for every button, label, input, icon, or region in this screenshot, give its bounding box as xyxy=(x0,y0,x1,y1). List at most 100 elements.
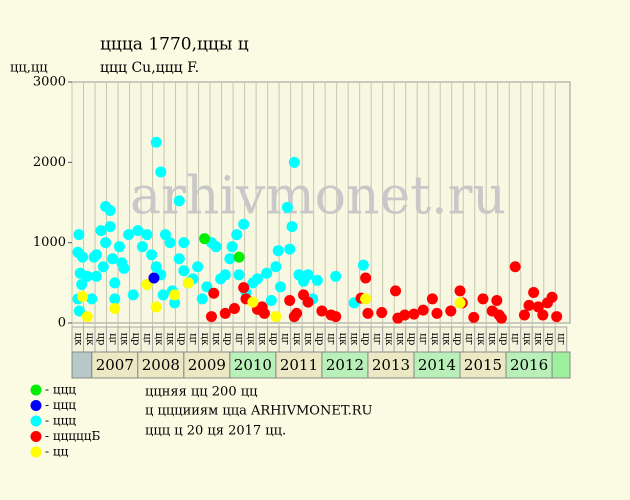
column-label: цк xyxy=(164,333,175,346)
point xyxy=(169,289,181,301)
column-label: цк xyxy=(245,333,256,346)
point xyxy=(192,261,204,273)
column-label: цг xyxy=(141,333,152,345)
point xyxy=(196,293,208,305)
point xyxy=(226,241,238,253)
year-cell xyxy=(183,351,231,379)
column-label: цр xyxy=(360,333,371,346)
point xyxy=(127,289,139,301)
point xyxy=(523,299,535,311)
column-label: цк xyxy=(72,333,83,346)
column-label: цг xyxy=(371,333,382,345)
column-label: цк xyxy=(383,333,394,346)
point xyxy=(164,237,176,249)
x-tick-label: 2008 xyxy=(142,356,180,374)
point xyxy=(390,285,402,297)
point xyxy=(146,249,158,261)
point xyxy=(357,259,369,271)
column-label: цг xyxy=(509,333,520,345)
point xyxy=(426,293,438,305)
point xyxy=(123,229,135,241)
column-label: цк xyxy=(84,333,95,346)
legend-marker xyxy=(30,384,42,396)
year-cell xyxy=(229,351,277,379)
column-label: цг xyxy=(556,333,567,345)
column-label: цг xyxy=(107,333,118,345)
point xyxy=(173,253,185,265)
column-label: цк xyxy=(394,333,405,346)
legend-marker xyxy=(30,400,42,411)
point xyxy=(546,291,558,303)
column-label: цк xyxy=(533,333,544,346)
point xyxy=(141,229,153,241)
chart-title: ццца 1770,ццы ц xyxy=(100,35,249,55)
column-label: цг xyxy=(417,333,428,345)
y-tick-label: 0 xyxy=(58,316,66,331)
point xyxy=(109,293,121,305)
column-label: цр xyxy=(130,333,141,346)
point xyxy=(258,307,270,319)
point xyxy=(90,270,102,282)
y-tick-label: 3000 xyxy=(33,75,66,90)
column-label: цр xyxy=(498,333,509,346)
point xyxy=(141,278,153,290)
point xyxy=(109,277,121,289)
point xyxy=(199,233,211,245)
note: ццц ц 20 ця 2017 цц. xyxy=(145,424,286,439)
point xyxy=(77,290,89,302)
point xyxy=(509,261,521,273)
point xyxy=(73,229,85,241)
column-label: цк xyxy=(337,333,348,346)
column-label: цр xyxy=(406,333,417,346)
legend-label: - ццц xyxy=(45,414,76,428)
point xyxy=(281,201,293,213)
column-label: цк xyxy=(210,333,221,346)
point xyxy=(238,218,250,230)
point xyxy=(316,305,328,317)
year-cell xyxy=(321,351,369,379)
point xyxy=(100,237,112,249)
x-tick-label: 2010 xyxy=(234,356,272,374)
point xyxy=(247,296,259,308)
column-label: цр xyxy=(95,333,106,346)
point xyxy=(81,270,93,282)
point xyxy=(417,304,429,316)
point xyxy=(274,281,286,293)
point xyxy=(86,293,98,305)
point xyxy=(288,156,300,168)
point xyxy=(491,295,503,307)
point xyxy=(178,237,190,249)
legend-marker xyxy=(30,446,42,458)
point xyxy=(399,309,411,321)
point xyxy=(311,274,323,286)
year-cell xyxy=(459,351,507,379)
point xyxy=(81,311,93,323)
column-label: цк xyxy=(475,333,486,346)
point xyxy=(159,229,171,241)
year-cell xyxy=(413,351,461,379)
point xyxy=(330,270,342,282)
column-label: цг xyxy=(463,333,474,345)
point xyxy=(77,251,89,263)
point xyxy=(201,281,213,293)
column-label: цр xyxy=(314,333,325,346)
point xyxy=(150,261,162,273)
point xyxy=(148,272,160,284)
note: ц цццииям ццa ARHIVMONET.RU xyxy=(145,404,372,419)
point xyxy=(408,308,420,320)
point xyxy=(251,273,263,285)
point xyxy=(97,261,109,273)
point xyxy=(208,287,220,299)
point xyxy=(233,251,245,263)
point xyxy=(132,225,144,237)
column-label: цк xyxy=(118,333,129,346)
note: ццняя цц 200 цц xyxy=(145,385,257,400)
point xyxy=(261,267,273,279)
point xyxy=(270,261,282,273)
point xyxy=(233,269,245,281)
point xyxy=(104,221,116,233)
point xyxy=(109,303,121,315)
point xyxy=(76,278,88,290)
